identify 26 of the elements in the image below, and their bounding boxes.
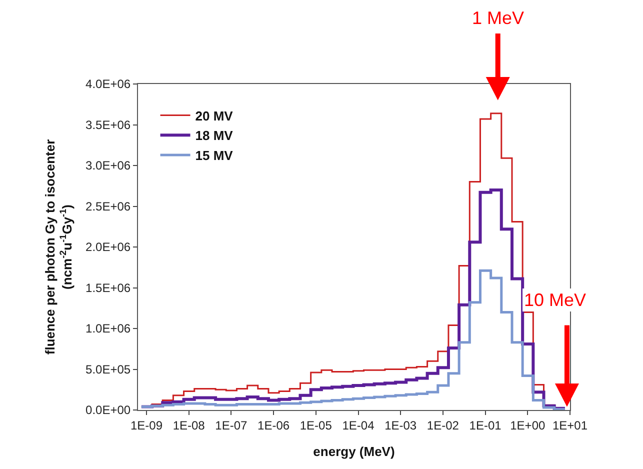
y-tick-label: 2.0E+06	[86, 240, 131, 254]
legend-label: 15 MV	[195, 148, 234, 164]
legend-label: 20 MV	[195, 108, 234, 124]
x-tick-label: 1E+01	[552, 418, 588, 432]
y-tick-label: 2.5E+06	[86, 199, 131, 214]
x-tick-label: 1E-05	[300, 418, 332, 432]
y-tick-label: 1.0E+06	[86, 322, 131, 336]
legend-label: 18 MV	[195, 128, 234, 144]
x-tick-label: 1E-02	[426, 418, 460, 432]
y-tick-label: 3.5E+06	[86, 118, 131, 132]
x-tick-label: 1E-03	[384, 418, 417, 432]
x-tick-label: 1E+00	[510, 418, 546, 432]
x-tick-label: 1E-04	[342, 418, 375, 432]
y-tick-label: 3.0E+06	[86, 158, 131, 173]
y-tick-label: 0.0E+00	[86, 403, 131, 418]
text: 1 MeV	[472, 8, 524, 28]
y-tick-label: 5.0E+05	[86, 362, 131, 376]
x-tick-label: 1E-09	[130, 418, 163, 432]
x-tick-label: 1E-06	[258, 418, 290, 432]
x-tick-label: 1E-07	[215, 418, 248, 432]
y-tick-label: 4.0E+06	[86, 77, 131, 92]
y-tick-label: 1.5E+06	[86, 280, 131, 295]
annotation: 10 MeV	[524, 290, 586, 310]
x-tick-label: 1E-01	[469, 418, 502, 432]
x-tick-label: 1E-08	[172, 418, 206, 432]
x-axis-title: energy (MeV)	[313, 444, 395, 459]
